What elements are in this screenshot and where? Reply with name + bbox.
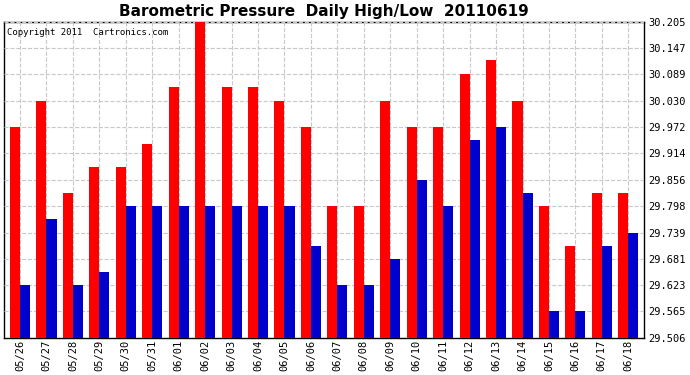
Bar: [89, 166, 99, 338]
Bar: [258, 206, 268, 338]
Bar: [406, 127, 417, 338]
Bar: [618, 193, 629, 338]
Bar: [179, 206, 189, 338]
Bar: [575, 312, 585, 338]
Bar: [168, 87, 179, 338]
Bar: [63, 193, 73, 338]
Bar: [486, 60, 496, 338]
Bar: [513, 101, 522, 338]
Bar: [275, 101, 284, 338]
Bar: [73, 285, 83, 338]
Bar: [248, 87, 258, 338]
Text: Copyright 2011  Cartronics.com: Copyright 2011 Cartronics.com: [8, 28, 168, 37]
Bar: [311, 246, 321, 338]
Bar: [116, 166, 126, 338]
Bar: [221, 87, 232, 338]
Bar: [443, 206, 453, 338]
Bar: [46, 219, 57, 338]
Bar: [549, 312, 559, 338]
Bar: [232, 206, 241, 338]
Bar: [205, 206, 215, 338]
Bar: [337, 285, 348, 338]
Bar: [284, 206, 295, 338]
Bar: [539, 206, 549, 338]
Bar: [10, 127, 20, 338]
Bar: [364, 285, 374, 338]
Bar: [565, 246, 575, 338]
Bar: [629, 233, 638, 338]
Bar: [99, 272, 110, 338]
Title: Barometric Pressure  Daily High/Low  20110619: Barometric Pressure Daily High/Low 20110…: [119, 4, 529, 19]
Bar: [602, 246, 612, 338]
Bar: [380, 101, 391, 338]
Bar: [417, 180, 427, 338]
Bar: [327, 206, 337, 338]
Bar: [20, 285, 30, 338]
Bar: [460, 74, 470, 338]
Bar: [522, 193, 533, 338]
Bar: [592, 193, 602, 338]
Bar: [142, 144, 152, 338]
Bar: [126, 206, 136, 338]
Bar: [354, 206, 364, 338]
Bar: [37, 101, 46, 338]
Bar: [470, 140, 480, 338]
Bar: [496, 127, 506, 338]
Bar: [301, 127, 311, 338]
Bar: [195, 22, 205, 338]
Bar: [391, 259, 400, 338]
Bar: [433, 127, 443, 338]
Bar: [152, 206, 162, 338]
